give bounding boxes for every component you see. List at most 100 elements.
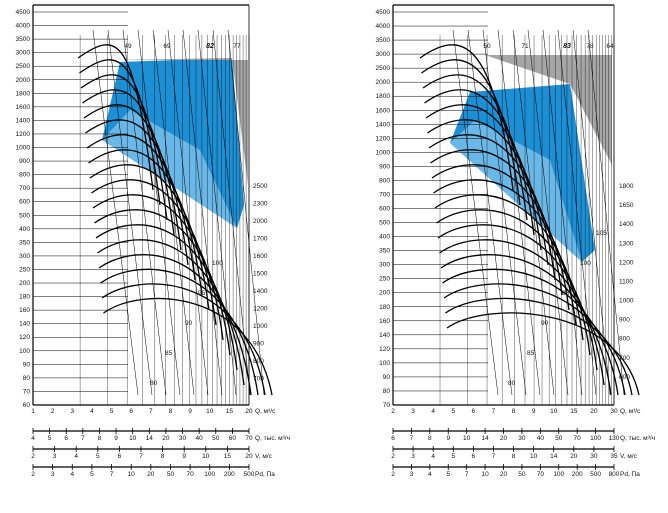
pressure-tick-label: 100 — [19, 348, 30, 355]
pressure-tick-label: 160 — [379, 318, 390, 325]
pressure-tick-label: 800 — [379, 177, 390, 184]
fan-pressure-curve — [89, 164, 210, 311]
axis-tick-label: 8 — [169, 408, 173, 415]
axis-tick-label: 7 — [465, 471, 469, 478]
overload-zone-grey — [115, 58, 248, 185]
fan-pressure-curve — [440, 254, 612, 396]
axis-tick-label: 20 — [162, 435, 170, 442]
axis-tick-label: 9 — [188, 408, 192, 415]
efficiency-line — [197, 29, 237, 396]
efficiency-line — [482, 29, 527, 396]
axis-unit-label: Pd, Па — [620, 471, 640, 478]
speed-tick-label: 700 — [619, 355, 630, 362]
axis-tick-label: 6 — [472, 453, 476, 460]
pressure-tick-label: 90 — [23, 361, 31, 368]
speed-tick-label: 1200 — [619, 259, 634, 266]
pressure-tick-label: 400 — [19, 226, 30, 233]
speed-tick-label: 1000 — [619, 298, 634, 305]
pressure-tick-label: 3000 — [376, 51, 391, 58]
axis-tick-label: 7 — [492, 408, 496, 415]
fan-chart-2: 4500400035003000250020001800160014001200… — [376, 4, 655, 478]
fan-pressure-curve — [97, 239, 245, 386]
efficiency-line — [497, 29, 541, 396]
efficiency-line — [122, 29, 167, 396]
fan-pressure-curve — [92, 194, 224, 341]
fan-pressure-curve — [430, 149, 563, 296]
pressure-tick-label: 140 — [19, 321, 30, 328]
axis-tick-label: 6 — [472, 408, 476, 415]
axis-unit-label: Q, тыс. м³/ч — [255, 435, 290, 442]
axis-tick-label: 10 — [463, 435, 471, 442]
axis-tick-label: 7 — [410, 435, 414, 442]
axis-tick-label: 8 — [428, 435, 432, 442]
axis-tick-label: 200 — [224, 471, 235, 478]
pressure-tick-label: 4500 — [16, 9, 31, 16]
pressure-tick-label: 1000 — [376, 149, 391, 156]
pressure-tick-label: 1600 — [16, 104, 31, 111]
pressure-tick-label: 1800 — [376, 93, 391, 100]
efficiency-line — [182, 29, 223, 396]
axis-tick-label: 14 — [550, 453, 558, 460]
fan-pressure-curve — [85, 119, 189, 266]
pressure-tick-label: 300 — [379, 262, 390, 269]
axis-tick-label: 40 — [537, 435, 545, 442]
pressure-tick-label: 140 — [379, 332, 390, 339]
pressure-tick-label: 300 — [19, 253, 30, 260]
pressure-tick-label: 600 — [19, 199, 30, 206]
axis-tick-label: 9 — [182, 453, 186, 460]
axis-tick-label: 4 — [90, 408, 94, 415]
axis-tick-label: 30 — [518, 435, 526, 442]
fan-pressure-curve — [91, 179, 217, 326]
axis-tick-label: 9 — [446, 435, 450, 442]
fan-pressure-curve — [101, 283, 266, 396]
efficiency-line — [542, 29, 583, 396]
pressure-tick-label: 4500 — [376, 9, 391, 16]
axis-unit-label: V, м/с — [255, 453, 273, 460]
noise-tick-label: 105 — [596, 230, 607, 237]
axis-tick-label: 70 — [574, 435, 582, 442]
axis-tick-label: 100 — [553, 471, 564, 478]
efficiency-line — [587, 29, 625, 396]
fan-pressure-curve — [421, 59, 521, 206]
axis-tick-label: 4 — [70, 471, 74, 478]
pressure-tick-label: 3000 — [16, 50, 31, 57]
speed-tick-label: 800 — [253, 358, 264, 365]
axis-tick-label: 20 — [500, 471, 508, 478]
fan-pressure-curve — [83, 104, 182, 251]
axis-tick-label: 2 — [31, 453, 35, 460]
fan-pressure-curve — [436, 209, 591, 356]
pressure-tick-label: 120 — [379, 346, 390, 353]
axis-tick-label: 3 — [411, 408, 415, 415]
axis-tick-label: 2 — [391, 453, 395, 460]
axis-tick-label: 10 — [128, 471, 136, 478]
axis-tick-label: 10 — [550, 408, 558, 415]
overload-zone-grey — [485, 55, 612, 165]
axis-tick-label: 30 — [179, 435, 187, 442]
speed-tick-label: 1600 — [253, 253, 268, 260]
axis-tick-label: 10 — [206, 408, 214, 415]
pressure-tick-label: 600 — [379, 206, 390, 213]
fan-pressure-curve — [434, 194, 584, 341]
pressure-tick-label: 700 — [19, 185, 30, 192]
fan-pressure-curve — [98, 254, 252, 396]
axis-tick-label: 5 — [451, 408, 455, 415]
axis-tick-label: 7 — [139, 453, 143, 460]
pressure-tick-label: 250 — [19, 266, 30, 273]
speed-tick-label: 1000 — [253, 323, 268, 330]
axis-tick-label: 8 — [512, 453, 516, 460]
axis-tick-label: 7 — [149, 408, 153, 415]
axis-tick-label: 40 — [196, 435, 204, 442]
speed-tick-label: 900 — [619, 317, 630, 324]
noise-tick-label: 80 — [150, 380, 158, 387]
axis-tick-label: 7 — [110, 471, 114, 478]
pressure-tick-label: 160 — [19, 307, 30, 314]
efficiency-line — [512, 29, 555, 396]
efficiency-tick-label: 69 — [163, 43, 171, 50]
pressure-tick-label: 250 — [379, 276, 390, 283]
efficiency-tick-label: 71 — [521, 43, 529, 50]
axis-tick-label: 20 — [245, 408, 253, 415]
axis-tick-label: 70 — [245, 435, 253, 442]
fan-pressure-curve — [86, 134, 196, 281]
pressure-tick-label: 4000 — [16, 23, 31, 30]
speed-tick-label: 1650 — [619, 202, 634, 209]
